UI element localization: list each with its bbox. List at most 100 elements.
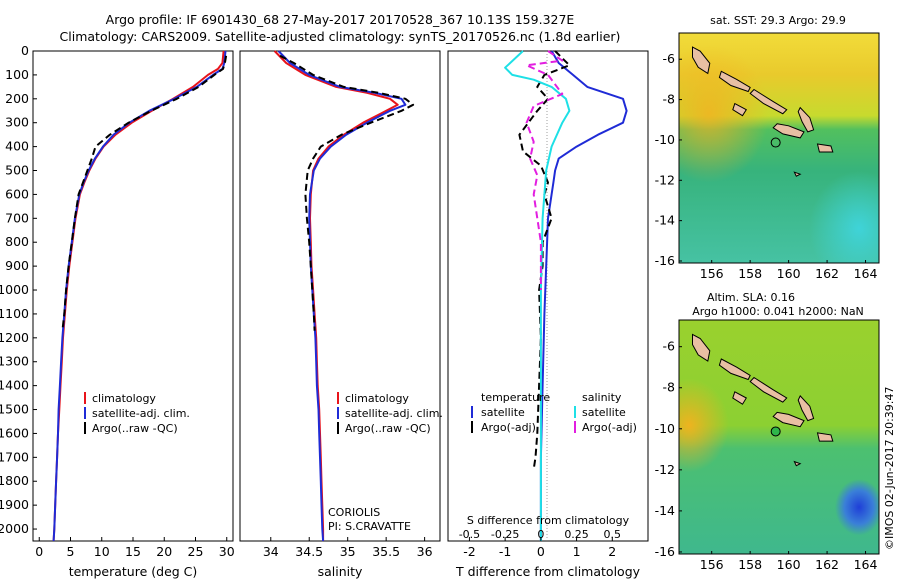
series-line-temperature-satellite	[539, 50, 628, 541]
salinity-plot-frame	[239, 50, 441, 542]
depth-tick-labels: 0 100 200 300 400 500 600 700 800 900 1000 1100 1200…	[0, 43, 29, 536]
series-line-satellite-adj-clim-	[52, 50, 227, 542]
x-tick-label: 30	[219, 544, 235, 559]
difference-panel: -2 -1 0 1 2 -0.5 -0.25 0 0.25 0.5 S difference f…	[447, 50, 649, 579]
annotation-coriolis: CORIOLIS	[328, 506, 380, 519]
sla-map-panel: Altim. SLA: 0.16 Argo h1000: 0.041 h2000…	[655, 291, 880, 572]
depth-tick-label: 1900	[0, 497, 29, 512]
imos-credit: ©IMOS 02-Jun-2017 20:39:47	[883, 386, 896, 550]
salinity-difference-label: S difference from climatology	[467, 514, 630, 527]
solomon-islands-coastline	[692, 46, 834, 177]
temperature-xlabel: temperature (deg C)	[69, 564, 198, 579]
difference-legend: temperature salinity satellite Argo(-adj…	[471, 391, 637, 434]
lat-tick-label: -8	[663, 92, 676, 107]
legend-label-argo: Argo(..raw -QC)	[345, 422, 431, 435]
series-line-salinity-argo-adj-	[525, 50, 564, 290]
island-shape	[692, 46, 711, 75]
salinity-x-ticks: 34 34.5 35 35.5 36	[263, 537, 433, 559]
lat-tick-label: -14	[655, 213, 675, 228]
x-tick-label: 5	[67, 544, 75, 559]
island-shape	[772, 123, 805, 139]
island-shape	[797, 106, 815, 133]
x-tick-label: 34.5	[295, 544, 323, 559]
depth-tick-label: 900	[5, 258, 29, 273]
temperature-series	[52, 50, 228, 542]
legend-label-argo: Argo(..raw -QC)	[92, 422, 178, 435]
depth-tick-label: 2000	[0, 521, 29, 536]
x-tick-label: -1	[499, 544, 511, 559]
x-tick-label: 0	[537, 544, 545, 559]
depth-tick-label: 600	[5, 186, 29, 201]
x-tick-label: -2	[463, 544, 475, 559]
x-tick-label: 10	[94, 544, 110, 559]
temperature-x-ticks: 0 5 10 15 20 25 30	[33, 50, 235, 559]
legend-header-salinity: salinity	[582, 391, 622, 404]
series-line-temperature-argo-adj-	[518, 50, 571, 470]
depth-tick-label: 100	[5, 67, 29, 82]
figure-title-line2: Climatology: CARS2009. Satellite-adjuste…	[60, 29, 621, 44]
solomon-islands-coastline	[692, 333, 834, 467]
sla-map-lon-ticks: 156 158 160 162 164	[700, 551, 878, 572]
depth-tick-label: 300	[5, 115, 29, 130]
lat-tick-label: -12	[655, 172, 675, 187]
sla-map-title: Altim. SLA: 0.16	[707, 291, 795, 304]
island-shape	[749, 376, 788, 403]
depth-tick-label: 1700	[0, 449, 29, 464]
depth-tick-label: 0	[21, 43, 29, 58]
lat-tick-label: -6	[663, 339, 676, 354]
legend-label-satellite: satellite-adj. clim.	[345, 407, 443, 420]
sst-map-title: sat. SST: 29.3 Argo: 29.9	[710, 14, 846, 27]
series-line-argo-raw-qc-	[61, 55, 228, 331]
sla-map-frame	[678, 319, 880, 555]
sst-map-lat-ticks: -6 -8 -10 -12 -14 -16	[655, 51, 682, 268]
annotation-pi: PI: S.CRAVATTE	[328, 520, 411, 533]
sst-field	[679, 33, 879, 263]
sla-map-lat-ticks: -6 -8 -10 -12 -14 -16	[655, 339, 682, 559]
figure-title-line1: Argo profile: IF 6901430_68 27-May-2017 …	[106, 12, 575, 27]
temperature-difference-xlabel: T difference from climatology	[455, 564, 641, 579]
lon-tick-label: 160	[777, 266, 801, 281]
lon-tick-label: 156	[700, 266, 724, 281]
depth-tick-label: 1000	[0, 282, 29, 297]
lat-tick-label: -6	[663, 51, 676, 66]
legend-label-climatology: climatology	[345, 392, 409, 405]
lon-tick-label: 164	[854, 266, 878, 281]
x-tick-label: 25	[188, 544, 204, 559]
legend-label-t-satellite: satellite	[481, 406, 525, 419]
island-shape	[816, 432, 834, 442]
legend-label-t-argo: Argo(-adj)	[481, 421, 536, 434]
salinity-xlabel: salinity	[318, 564, 363, 579]
salinity-diff-tick-label: 0.25	[564, 528, 589, 541]
sst-map-panel: sat. SST: 29.3 Argo: 29.9 156 158 160 162 16…	[655, 14, 880, 281]
salinity-diff-tick-label: 0.5	[604, 528, 622, 541]
island-shape	[718, 358, 751, 381]
sla-map-subtitle: Argo h1000: 0.041 h2000: NaN	[692, 305, 864, 318]
island-shape	[692, 333, 711, 362]
sla-field	[679, 320, 879, 554]
lon-tick-label: 158	[738, 557, 762, 572]
lon-tick-label: 158	[738, 266, 762, 281]
salinity-difference-tick-labels: -0.5 -0.25 0 0.25 0.5	[459, 528, 621, 541]
depth-tick-label: 1200	[0, 330, 29, 345]
lat-tick-label: -10	[655, 421, 675, 436]
legend-label-climatology: climatology	[92, 392, 156, 405]
series-line-satellite-adj-clim-	[277, 50, 407, 542]
depth-tick-label: 800	[5, 234, 29, 249]
salinity-diff-tick-label: -0.5	[459, 528, 480, 541]
legend-label-satellite: satellite-adj. clim.	[92, 407, 190, 420]
argo-position-marker	[770, 137, 781, 148]
lat-tick-label: -10	[655, 132, 675, 147]
salinity-diff-tick-label: -0.25	[491, 528, 519, 541]
x-tick-label: 35	[340, 544, 356, 559]
x-tick-label: 0	[35, 544, 43, 559]
depth-tick-label: 1600	[0, 425, 29, 440]
salinity-panel: 34 34.5 35 35.5 36 salinity climatology sate…	[239, 50, 443, 579]
series-line-climatology	[52, 50, 225, 542]
island-shape	[797, 395, 815, 422]
temperature-legend: climatology satellite-adj. clim. Argo(..…	[84, 392, 190, 435]
depth-tick-label: 200	[5, 91, 29, 106]
depth-tick-label: 1400	[0, 378, 29, 393]
series-line-salinity-satellite	[504, 50, 571, 541]
depth-tick-label: 1800	[0, 473, 29, 488]
